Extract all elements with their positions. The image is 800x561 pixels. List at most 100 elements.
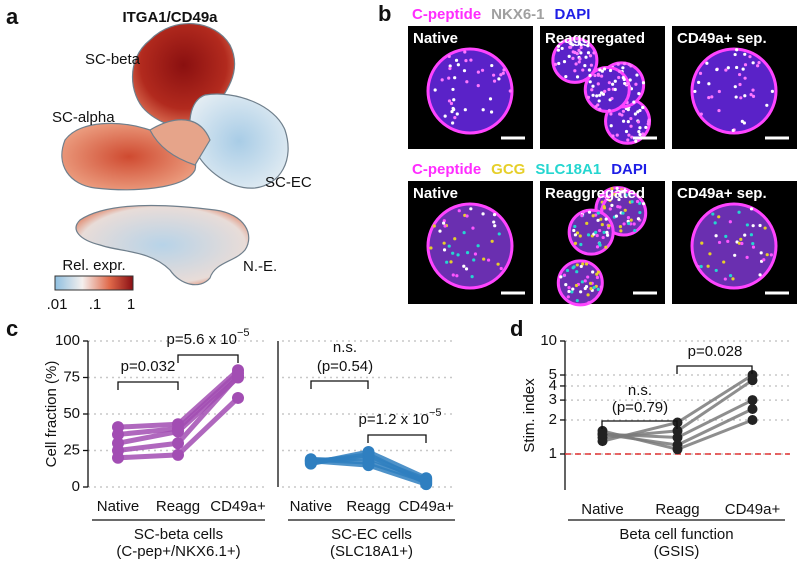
cell <box>699 264 703 269</box>
cell <box>451 121 455 125</box>
significance-bracket <box>310 380 369 389</box>
cell <box>450 109 454 114</box>
channel-name: C-peptide <box>412 161 481 178</box>
cell <box>589 287 593 291</box>
cell <box>634 139 638 143</box>
panel-letter: d <box>510 316 523 341</box>
cell <box>637 92 641 96</box>
cell <box>587 210 592 214</box>
cell <box>696 264 700 269</box>
cell <box>627 133 631 137</box>
cell <box>769 253 773 257</box>
cell <box>722 260 726 264</box>
cell <box>586 293 590 297</box>
cell <box>728 273 733 278</box>
cell <box>714 268 718 273</box>
cell <box>743 52 747 56</box>
cell <box>499 266 503 271</box>
cell <box>473 252 478 256</box>
cell <box>598 107 602 111</box>
cell <box>581 210 585 214</box>
cell <box>579 290 583 294</box>
cell <box>626 138 630 142</box>
cell <box>470 275 474 279</box>
cell <box>598 228 602 233</box>
cell <box>574 283 579 288</box>
channel-legend: C-peptide NKX6-1 DAPI <box>412 6 590 23</box>
cell <box>462 231 466 235</box>
cell <box>567 286 571 290</box>
panel-letter: c <box>6 316 18 341</box>
cell <box>623 208 627 212</box>
cell <box>573 233 578 237</box>
cell <box>575 231 580 235</box>
cell <box>616 62 620 66</box>
cell <box>565 268 570 273</box>
cell <box>584 55 588 59</box>
cell <box>630 135 634 139</box>
cell <box>581 68 585 72</box>
cell <box>726 66 730 70</box>
colorbar <box>54 275 134 291</box>
cell <box>617 197 621 202</box>
cell <box>733 52 737 57</box>
cell <box>713 221 717 225</box>
cell <box>751 88 755 92</box>
cell <box>646 122 650 126</box>
cell <box>647 118 651 122</box>
cell <box>620 190 624 194</box>
cell <box>557 61 561 66</box>
cell <box>486 258 491 262</box>
cell <box>489 110 494 114</box>
cell <box>743 76 747 80</box>
cell <box>463 50 467 54</box>
islet <box>690 47 778 135</box>
y-tick-label: 50 <box>63 405 80 422</box>
cell <box>609 112 613 116</box>
cell <box>621 119 626 123</box>
cell <box>448 66 452 71</box>
cell <box>717 108 721 113</box>
cluster-label: SC-beta <box>85 51 141 68</box>
cell <box>629 116 633 121</box>
cell <box>596 103 600 107</box>
cluster-label: SC-alpha <box>52 109 115 126</box>
channel-name: C-peptide <box>412 6 481 23</box>
cell <box>607 81 611 85</box>
cell <box>618 205 622 209</box>
cell <box>570 38 574 42</box>
cell <box>492 79 497 83</box>
cell <box>602 67 607 71</box>
data-point <box>747 414 758 425</box>
cell <box>735 65 739 70</box>
cell <box>697 80 701 85</box>
annotation-text: p=0.028 <box>688 343 743 360</box>
cell <box>758 273 762 277</box>
cell <box>619 229 623 233</box>
cell <box>735 48 739 52</box>
cell <box>492 220 496 224</box>
cell <box>575 298 579 303</box>
cell <box>611 134 615 138</box>
cell <box>740 119 744 123</box>
y-axis-label: Cell fraction (%) <box>43 361 60 468</box>
x-axis-label: SC-EC cells <box>331 526 412 543</box>
cell <box>614 214 619 218</box>
cell <box>601 235 605 240</box>
cell <box>738 72 742 77</box>
cell <box>481 108 485 112</box>
image-title: Native <box>413 30 458 47</box>
cell <box>610 203 614 207</box>
cell <box>581 262 585 266</box>
cell <box>501 71 505 75</box>
colorbar-tick: .01 <box>47 296 68 313</box>
cell <box>571 287 575 291</box>
umap <box>61 22 289 286</box>
cell <box>629 124 633 128</box>
cell <box>464 59 468 63</box>
cell <box>448 64 452 68</box>
cell <box>749 93 753 97</box>
cell <box>572 228 576 233</box>
annotation-exponent: −5 <box>429 407 442 419</box>
cell <box>642 133 646 137</box>
